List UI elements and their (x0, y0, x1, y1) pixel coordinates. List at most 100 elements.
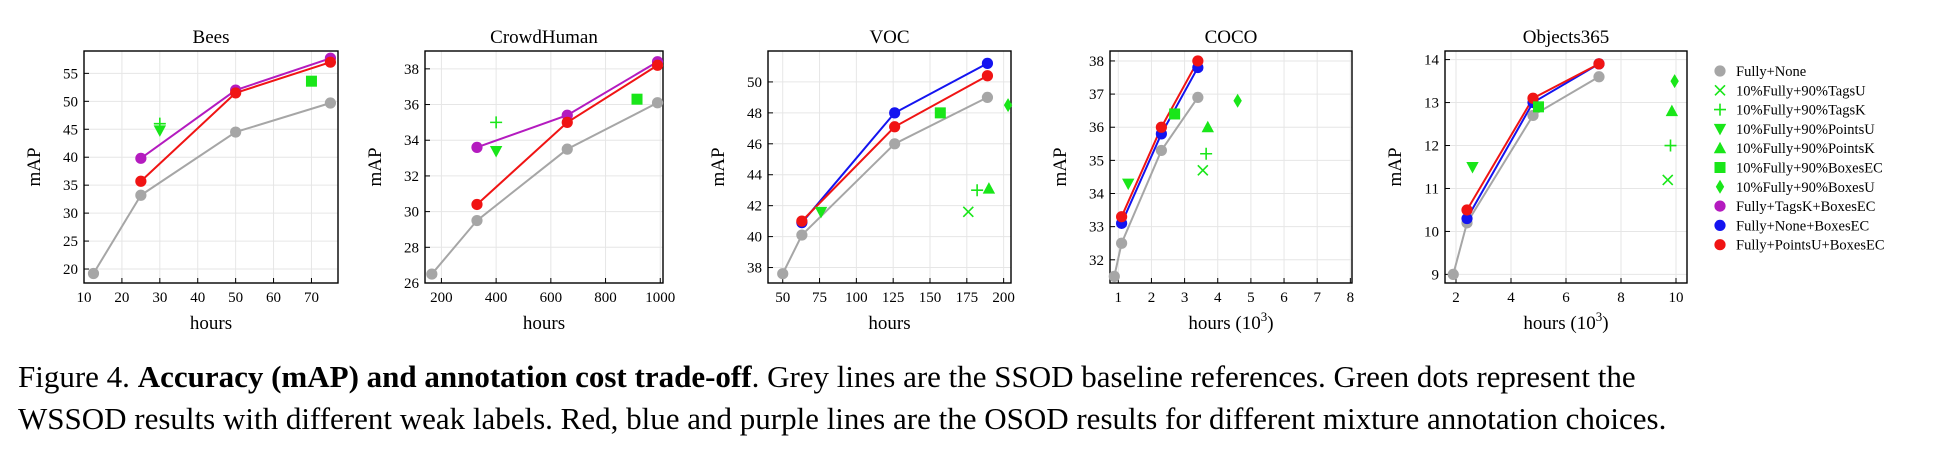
series-line-fully-none (92, 102, 331, 275)
y-tick-label: 38 (1089, 54, 1104, 70)
x-tick-label: 400 (485, 290, 508, 306)
legend-marker-10-fully-90-boxesu (1715, 179, 1725, 194)
plot-frame (767, 50, 1012, 284)
x-tick-label: 50 (228, 290, 243, 306)
legend-label-10-fully-90-pointsk: 10%Fully+90%PointsK (1736, 141, 1875, 157)
legend-marker-10-fully-90-tagsk (1714, 103, 1726, 116)
x-axis-label: hours (103) (1188, 309, 1273, 334)
x-tick-label: 150 (919, 290, 942, 306)
chart-title: Objects365 (1523, 27, 1610, 48)
y-axis-label: mAP (1385, 147, 1406, 186)
legend-label-10-fully-90-boxesec: 10%Fully+90%BoxesEC (1736, 161, 1883, 177)
x-axis-label-text: hours (10 (1523, 313, 1595, 334)
data-point-fully-pointsu-boxesec (1461, 204, 1473, 216)
data-point-fully-none (981, 91, 994, 103)
data-point-fully-none (230, 126, 242, 138)
plot-frame (424, 50, 664, 284)
y-axis-label: mAP (365, 147, 386, 186)
y-tick-label: 38 (404, 62, 419, 78)
x-tick-label: 5 (1247, 290, 1255, 306)
legend-marker-fully-none (1714, 65, 1726, 77)
y-tick-label: 10 (1424, 224, 1439, 240)
caption-line-1: Figure 4. Accuracy (mAP) and annotation … (18, 356, 1933, 398)
data-point-10-fully-90-pointsu (153, 125, 167, 137)
chart-panel-bees: 10 20 30 40 50 60 70 20 25 30 35 40 45 50 55 Bees hours m… (24, 27, 339, 334)
data-point-fully-none (1155, 144, 1167, 157)
y-tick-label: 14 (1424, 53, 1440, 69)
legend-label-10-fully-90-tagsk: 10%Fully+90%TagsK (1736, 103, 1866, 119)
y-tick-label: 36 (404, 98, 420, 114)
y-tick-label: 30 (63, 206, 78, 222)
data-point-fully-none (1108, 270, 1120, 282)
y-tick-label: 35 (63, 178, 78, 194)
data-point-10-fully-90-boxesec (934, 107, 946, 119)
y-tick-label: 38 (747, 261, 762, 277)
data-point-fully-tagsk-boxesec (471, 141, 483, 153)
data-point-fully-pointsu-boxesec (651, 59, 664, 71)
x-axis-label: hours (190, 313, 232, 334)
y-tick-label: 44 (747, 168, 763, 184)
legend-label-10-fully-90-tagsu: 10%Fully+90%TagsU (1736, 83, 1866, 99)
x-axis-label: hours (103) (1523, 309, 1608, 334)
y-tick-label: 36 (1089, 120, 1105, 136)
data-point-10-fully-90-pointsk (982, 182, 996, 194)
x-tick-label: 60 (266, 290, 281, 306)
data-point-fully-pointsu-boxesec (981, 70, 994, 82)
x-tick-label: 125 (882, 290, 905, 306)
data-point-10-fully-90-tagsk (971, 184, 984, 197)
x-tick-label: 2 (1452, 290, 1460, 306)
data-point-fully-none (777, 268, 789, 280)
y-tick-label: 20 (63, 262, 78, 278)
series-line-fully-none (1113, 96, 1199, 277)
y-tick-label: 40 (63, 150, 78, 166)
legend-marker-10-fully-90-tagsu (1714, 84, 1726, 96)
series-line-fully-none (1452, 75, 1600, 275)
series-line-fully-none-boxesec (1466, 63, 1600, 220)
y-tick-label: 9 (1432, 267, 1440, 283)
x-tick-label: 10 (1669, 290, 1684, 306)
chart-title: COCO (1205, 27, 1258, 48)
x-axis-label: hours (523, 313, 565, 334)
legend-marker-10-fully-90-pointsu (1713, 123, 1727, 136)
data-point-fully-pointsu-boxesec (230, 87, 242, 99)
x-tick-label: 1000 (645, 290, 675, 306)
chart-title: CrowdHuman (490, 27, 598, 48)
chart-title: VOC (869, 27, 909, 48)
y-tick-label: 37 (1089, 87, 1105, 103)
data-point-fully-none (1116, 237, 1128, 249)
y-tick-label: 33 (1089, 220, 1104, 236)
y-tick-label: 42 (747, 199, 762, 215)
y-tick-label: 40 (747, 230, 762, 246)
x-tick-label: 3 (1181, 290, 1189, 306)
data-point-fully-none (1192, 91, 1204, 103)
x-tick-label: 50 (775, 290, 790, 306)
caption-bold-title: Accuracy (mAP) and annotation cost trade… (137, 359, 752, 394)
y-tick-label: 35 (1089, 153, 1104, 169)
y-tick-label: 55 (63, 66, 78, 82)
data-point-10-fully-90-boxesec (1169, 108, 1181, 120)
data-point-10-fully-90-boxesec (1533, 101, 1544, 113)
y-tick-label: 13 (1424, 96, 1439, 112)
series-line-fully-pointsu-boxesec (476, 64, 659, 206)
figure-caption: Figure 4. Accuracy (mAP) and annotation … (18, 356, 1933, 440)
data-point-10-fully-90-tagsu (1662, 174, 1674, 186)
series-line-fully-none (431, 101, 658, 275)
x-axis-label-text: hours (190, 313, 232, 334)
x-tick-label: 100 (845, 290, 868, 306)
x-axis-label-superscript: 3 (1596, 309, 1603, 324)
y-tick-label: 50 (747, 75, 762, 91)
legend-label-fully-none: Fully+None (1736, 64, 1806, 80)
y-tick-label: 26 (404, 276, 420, 292)
x-axis-label-text: hours (10 (1188, 313, 1260, 334)
data-point-fully-none (796, 229, 808, 241)
data-point-10-fully-90-boxesec (305, 75, 317, 87)
x-tick-label: 20 (114, 290, 129, 306)
x-tick-label: 200 (992, 290, 1015, 306)
legend-marker-10-fully-90-boxesec (1714, 162, 1726, 173)
data-point-fully-pointsu-boxesec (324, 56, 337, 68)
y-tick-label: 48 (747, 106, 762, 122)
data-point-10-fully-90-tagsu (962, 206, 974, 218)
x-tick-label: 4 (1214, 290, 1222, 306)
y-tick-label: 30 (404, 205, 419, 221)
x-tick-label: 4 (1507, 290, 1515, 306)
